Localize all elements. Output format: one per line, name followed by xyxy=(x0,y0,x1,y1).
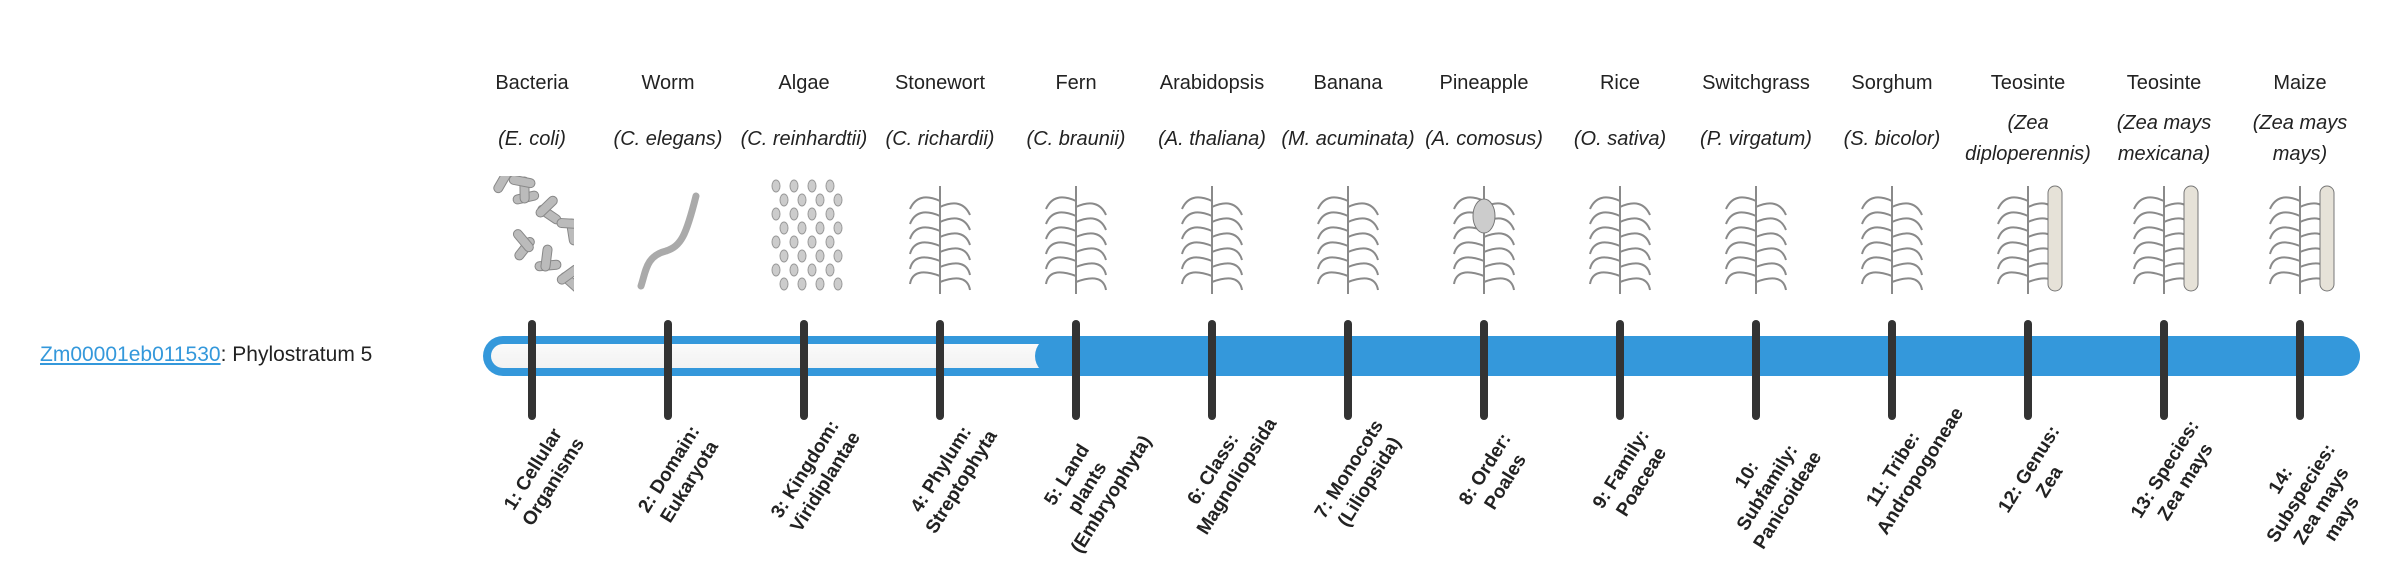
common-name: Stonewort xyxy=(894,72,986,94)
stratum-label: 4: Phylum: Streptophyta xyxy=(906,422,1002,538)
species-name: (C. elegans) xyxy=(600,108,736,170)
stratum-label: 10: Subfamily: Panicoideae xyxy=(1731,440,1827,554)
maize-icon xyxy=(2258,176,2342,296)
species-name: (A. comosus) xyxy=(1416,108,1552,170)
common-name: Switchgrass xyxy=(1702,72,1810,94)
species-name: (M. acuminata) xyxy=(1280,108,1416,170)
species-text: (M. acuminata) xyxy=(1281,127,1415,150)
species-text: (C. reinhardtii) xyxy=(740,127,868,150)
stratum-tick xyxy=(800,320,808,420)
switchgrass-icon xyxy=(1714,176,1798,296)
arabidopsis-icon xyxy=(1170,176,1254,296)
stratum-tick xyxy=(2296,320,2304,420)
stratum-tick xyxy=(1072,320,1080,420)
stonewort-icon xyxy=(898,176,982,296)
species-name: (C. richardii) xyxy=(872,108,1008,170)
species-name: (E. coli) xyxy=(464,108,600,170)
common-name: Pineapple xyxy=(1439,72,1529,94)
species-name: (Zea mays mays) xyxy=(2232,108,2368,170)
species-text: (Zea diploperennis) xyxy=(1965,112,2091,165)
species-name: (Zea mays mexicana) xyxy=(2096,108,2232,170)
species-name: (P. virgatum) xyxy=(1688,108,1824,170)
stratum-tick xyxy=(528,320,536,420)
species-text: (C. elegans) xyxy=(613,127,723,150)
species-name: (C. braunii) xyxy=(1008,108,1144,170)
stratum-label: 2: Domain: Eukaryota xyxy=(634,422,724,527)
species-text: (O. sativa) xyxy=(1573,127,1667,150)
stratum-tick xyxy=(1480,320,1488,420)
common-name: Banana xyxy=(1313,72,1383,94)
stratum-label: 13: Species: Zea mays xyxy=(2127,416,2218,525)
species-text: (P. virgatum) xyxy=(1700,127,1812,150)
banana-icon xyxy=(1306,176,1390,296)
stratum-tick xyxy=(1344,320,1352,420)
stratum-tick xyxy=(936,320,944,420)
stratum-label: 8: Order: Poales xyxy=(1455,429,1531,514)
stratum-label: 1: Cellular Organisms xyxy=(500,424,589,530)
stratum-label: 7: Monocots (Liliopsida) xyxy=(1310,416,1406,531)
algae-icon xyxy=(762,176,846,296)
gene-label: Zm00001eb011530: Phylostratum 5 xyxy=(40,340,372,370)
stratum-label: 14: Subspecies: Zea mays mays xyxy=(2262,440,2364,549)
species-name: (C. reinhardtii) xyxy=(736,108,872,170)
stratum-label: 12: Genus: Zea xyxy=(1994,422,2068,517)
stratum-label: 5: Land plants (Embryophyta) xyxy=(1040,432,1157,557)
pineapple-icon xyxy=(1442,176,1526,296)
species-text: (C. richardii) xyxy=(885,127,995,150)
phylostratum-text: : Phylostratum 5 xyxy=(220,343,373,366)
stratum-tick xyxy=(1888,320,1896,420)
common-name: Bacteria xyxy=(495,72,569,94)
teosinte-icon xyxy=(2122,176,2206,296)
rice-icon xyxy=(1578,176,1662,296)
stratum-tick xyxy=(2160,320,2168,420)
stratum-label: 6: Class: Magnoliopsida xyxy=(1183,414,1282,539)
species-text: (Zea mays mexicana) xyxy=(2116,112,2212,165)
stratum-tick xyxy=(1208,320,1216,420)
stratum-tick xyxy=(1752,320,1760,420)
species-name: (Zea diploperennis) xyxy=(1960,108,2096,170)
worm-icon xyxy=(626,176,710,296)
common-name: Maize xyxy=(2273,72,2327,94)
species-text: (A. comosus) xyxy=(1425,127,1543,150)
phylostratum-bar xyxy=(483,336,2360,376)
stratum-label: 11: Tribe: Andropogoneae xyxy=(1862,403,1969,539)
sorghum-icon xyxy=(1850,176,1934,296)
species-name: (O. sativa) xyxy=(1552,108,1688,170)
bar-filled-segment xyxy=(1035,336,2360,376)
stratum-label: 9: Family: Poaceae xyxy=(1588,426,1672,521)
species-text: (Zea mays mays) xyxy=(2252,112,2348,165)
species-text: (C. braunii) xyxy=(1026,127,1126,150)
common-name: Algae xyxy=(778,72,830,94)
stratum-tick xyxy=(664,320,672,420)
common-name: Fern xyxy=(1055,72,1097,94)
stratum-tick xyxy=(1616,320,1624,420)
species-name: (A. thaliana) xyxy=(1144,108,1280,170)
common-name: Rice xyxy=(1599,72,1640,94)
common-name: Teosinte xyxy=(2126,72,2202,94)
stratum-tick xyxy=(2024,320,2032,420)
common-name: Arabidopsis xyxy=(1159,72,1265,94)
species-text: (E. coli) xyxy=(498,127,566,150)
teosinte-icon xyxy=(1986,176,2070,296)
species-text: (S. bicolor) xyxy=(1843,127,1941,150)
species-name: (S. bicolor) xyxy=(1824,108,1960,170)
species-text: (A. thaliana) xyxy=(1158,127,1266,150)
common-name: Worm xyxy=(641,72,695,94)
fern-icon xyxy=(1034,176,1118,296)
gene-id-link[interactable]: Zm00001eb011530 xyxy=(40,343,221,366)
stratum-label: 3: Kingdom: Viridiplantae xyxy=(767,416,865,536)
common-name: Sorghum xyxy=(1851,72,1933,94)
bacteria-icon xyxy=(490,168,584,296)
common-name: Teosinte xyxy=(1990,72,2066,94)
bar-empty-segment xyxy=(491,344,1053,368)
